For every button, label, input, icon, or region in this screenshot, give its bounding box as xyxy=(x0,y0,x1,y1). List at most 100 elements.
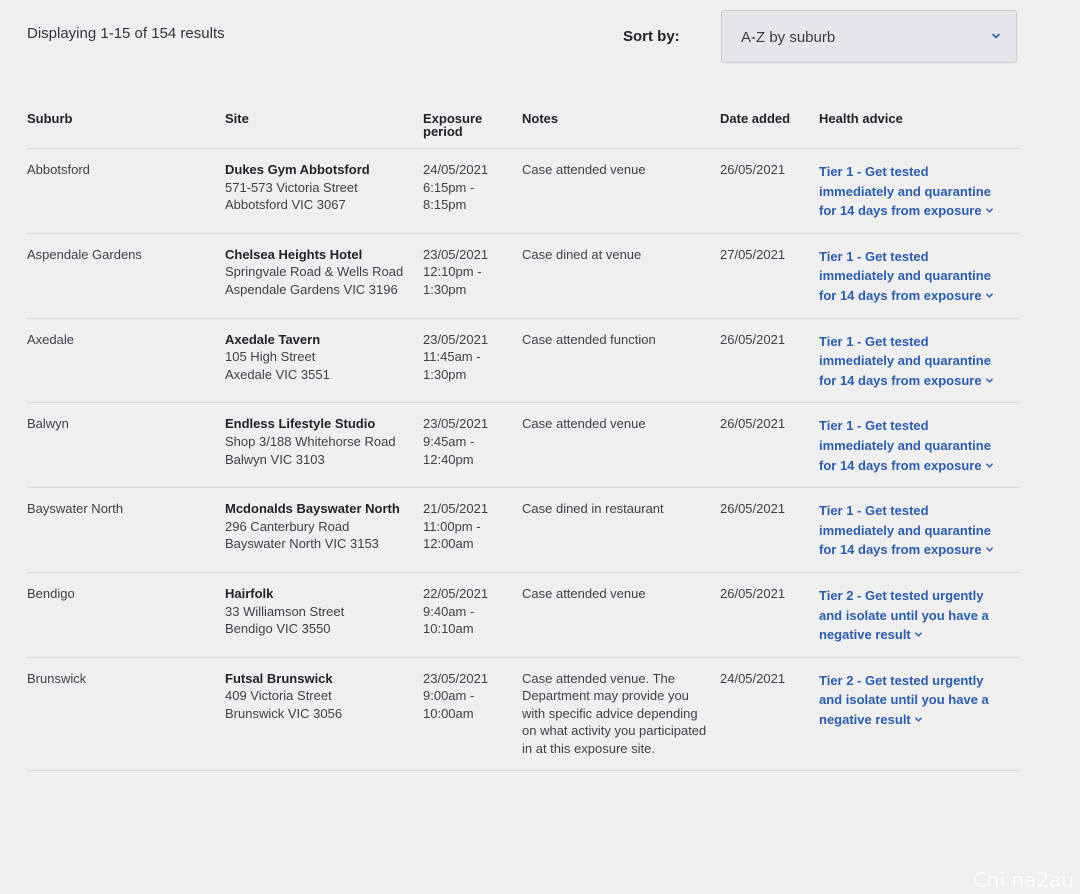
exposure-date: 23/05/2021 xyxy=(423,331,489,347)
exposure-time-to: 10:00am xyxy=(423,705,474,721)
chevron-down-icon xyxy=(992,33,1000,39)
sort-select[interactable]: A-Z by suburb xyxy=(721,10,1017,63)
exposure-time-from: 11:45am - xyxy=(423,349,481,365)
sort-label: Sort by: xyxy=(623,28,680,45)
header-suburb: Suburb xyxy=(27,104,225,149)
table-row: Abbotsford Dukes Gym Abbotsford 571-573 … xyxy=(27,148,1020,234)
site-address-line: 571-573 Victoria Street xyxy=(225,179,358,195)
header-exposure-line1: Exposure xyxy=(423,111,483,126)
exposure-date: 21/05/2021 xyxy=(423,501,489,517)
site-address-line: 296 Canterbury Road xyxy=(225,518,350,534)
chevron-down-icon xyxy=(985,462,993,468)
health-advice-toggle[interactable]: Tier 1 - Get tested immediately and quar… xyxy=(819,501,1012,560)
health-advice-text: Tier 1 - Get tested immediately and quar… xyxy=(819,503,991,558)
table-row: Axedale Axedale Tavern 105 High Street Ax… xyxy=(27,318,1020,404)
cell-exposure-period: 22/05/2021 9:40am - 10:10am xyxy=(423,572,522,658)
site-address-line: Springvale Road & Wells Road xyxy=(225,264,404,280)
exposure-date: 23/05/2021 xyxy=(423,416,489,432)
site-name: Hairfolk xyxy=(225,585,274,601)
cell-health-advice: Tier 2 - Get tested urgently and isolate… xyxy=(819,572,1020,658)
health-advice-text: Tier 1 - Get tested immediately and quar… xyxy=(819,164,991,219)
site-address-line: Brunswick VIC 3056 xyxy=(225,705,343,721)
cell-date-added: 26/05/2021 xyxy=(720,487,819,573)
chevron-down-icon xyxy=(914,632,922,637)
cell-notes: Case dined in restaurant xyxy=(522,487,720,573)
cell-suburb: Aspendale Gardens xyxy=(27,233,225,319)
health-advice-text: Tier 1 - Get tested immediately and quar… xyxy=(819,333,991,388)
exposure-time-to: 1:30pm xyxy=(423,366,467,382)
site-name: Endless Lifestyle Studio xyxy=(225,416,376,432)
cell-site: Futsal Brunswick 409 Victoria Street Brun… xyxy=(225,657,423,771)
exposure-time-from: 11:00pm - xyxy=(423,518,481,534)
health-advice-toggle[interactable]: Tier 2 - Get tested urgently and isolate… xyxy=(819,586,1012,645)
watermark: Chi na2au xyxy=(972,868,1074,892)
site-address-line: Aspendale Gardens VIC 3196 xyxy=(225,281,398,297)
exposure-time-from: 9:45am - xyxy=(423,433,475,449)
cell-health-advice: Tier 1 - Get tested immediately and quar… xyxy=(819,148,1020,234)
exposure-date: 23/05/2021 xyxy=(423,670,489,686)
exposure-time-to: 12:40pm xyxy=(423,451,474,467)
results-count: Displaying 1-15 of 154 results xyxy=(27,25,225,42)
table-row: Brunswick Futsal Brunswick 409 Victoria … xyxy=(27,657,1020,771)
cell-exposure-period: 24/05/2021 6:15pm - 8:15pm xyxy=(423,148,522,234)
exposure-date: 23/05/2021 xyxy=(423,246,489,262)
cell-date-added: 26/05/2021 xyxy=(720,402,819,489)
header-exposure-period: Exposure period xyxy=(423,104,522,149)
cell-suburb: Brunswick xyxy=(27,657,225,771)
header-date-added: Date added xyxy=(720,104,819,149)
exposure-sites-table: Suburb Site Exposure period Notes Date a… xyxy=(27,104,1020,771)
cell-health-advice: Tier 2 - Get tested urgently and isolate… xyxy=(819,657,1020,771)
sort-select-value: A-Z by suburb xyxy=(741,29,836,46)
table-header-row: Suburb Site Exposure period Notes Date a… xyxy=(27,104,1020,149)
health-advice-toggle[interactable]: Tier 1 - Get tested immediately and quar… xyxy=(819,162,1012,221)
site-name: Chelsea Heights Hotel xyxy=(225,246,363,262)
cell-suburb: Balwyn xyxy=(27,402,225,489)
exposure-time-from: 9:00am - xyxy=(423,688,475,704)
site-address-line: Bendigo VIC 3550 xyxy=(225,621,331,637)
cell-date-added: 27/05/2021 xyxy=(720,233,819,319)
cell-date-added: 26/05/2021 xyxy=(720,572,819,658)
cell-health-advice: Tier 1 - Get tested immediately and quar… xyxy=(819,233,1020,319)
cell-notes: Case attended venue xyxy=(522,402,720,489)
exposure-time-from: 9:40am - xyxy=(423,603,475,619)
site-address-line: Abbotsford VIC 3067 xyxy=(225,197,346,213)
site-name: Axedale Tavern xyxy=(225,331,321,347)
cell-date-added: 24/05/2021 xyxy=(720,657,819,771)
table-row: Bayswater North Mcdonalds Bayswater Nort… xyxy=(27,487,1020,573)
header-health-advice: Health advice xyxy=(819,104,1020,149)
cell-exposure-period: 23/05/2021 9:00am - 10:00am xyxy=(423,657,522,771)
site-name: Mcdonalds Bayswater North xyxy=(225,501,400,517)
cell-health-advice: Tier 1 - Get tested immediately and quar… xyxy=(819,402,1020,489)
cell-site: Mcdonalds Bayswater North 296 Canterbury… xyxy=(225,487,423,573)
site-address-line: 409 Victoria Street xyxy=(225,688,332,704)
cell-site: Hairfolk 33 Williamson Street Bendigo VIC… xyxy=(225,572,423,658)
cell-exposure-period: 23/05/2021 12:10pm - 1:30pm xyxy=(423,233,522,319)
health-advice-toggle[interactable]: Tier 1 - Get tested immediately and quar… xyxy=(819,247,1012,306)
cell-notes: Case dined at venue xyxy=(522,233,720,319)
exposure-time-to: 8:15pm xyxy=(423,197,467,213)
chevron-down-icon xyxy=(985,378,993,383)
cell-notes: Case attended venue xyxy=(522,572,720,658)
header-notes: Notes xyxy=(522,104,720,149)
cell-site: Axedale Tavern 105 High Street Axedale VI… xyxy=(225,318,423,404)
cell-exposure-period: 23/05/2021 9:45am - 12:40pm xyxy=(423,402,522,489)
chevron-down-icon xyxy=(985,208,993,213)
table-row: Aspendale Gardens Chelsea Heights Hotel … xyxy=(27,233,1020,319)
exposure-date: 24/05/2021 xyxy=(423,162,489,177)
header-site: Site xyxy=(225,104,423,149)
exposure-time-to: 12:00am xyxy=(423,536,474,552)
cell-date-added: 26/05/2021 xyxy=(720,148,819,234)
health-advice-toggle[interactable]: Tier 1 - Get tested immediately and quar… xyxy=(819,416,1012,475)
site-address-line: Shop 3/188 Whitehorse Road xyxy=(225,433,396,449)
cell-health-advice: Tier 1 - Get tested immediately and quar… xyxy=(819,487,1020,573)
exposure-time-to: 1:30pm xyxy=(423,281,467,297)
cell-site: Endless Lifestyle Studio Shop 3/188 Whit… xyxy=(225,402,423,489)
cell-notes: Case attended venue. The Department may … xyxy=(522,657,720,771)
health-advice-toggle[interactable]: Tier 2 - Get tested urgently and isolate… xyxy=(819,671,1012,730)
site-address-line: Balwyn VIC 3103 xyxy=(225,451,325,467)
health-advice-toggle[interactable]: Tier 1 - Get tested immediately and quar… xyxy=(819,332,1012,391)
cell-notes: Case attended venue xyxy=(522,148,720,234)
cell-suburb: Axedale xyxy=(27,318,225,404)
header-exposure-line2: period xyxy=(423,124,463,139)
cell-site: Chelsea Heights Hotel Springvale Road & … xyxy=(225,233,423,319)
